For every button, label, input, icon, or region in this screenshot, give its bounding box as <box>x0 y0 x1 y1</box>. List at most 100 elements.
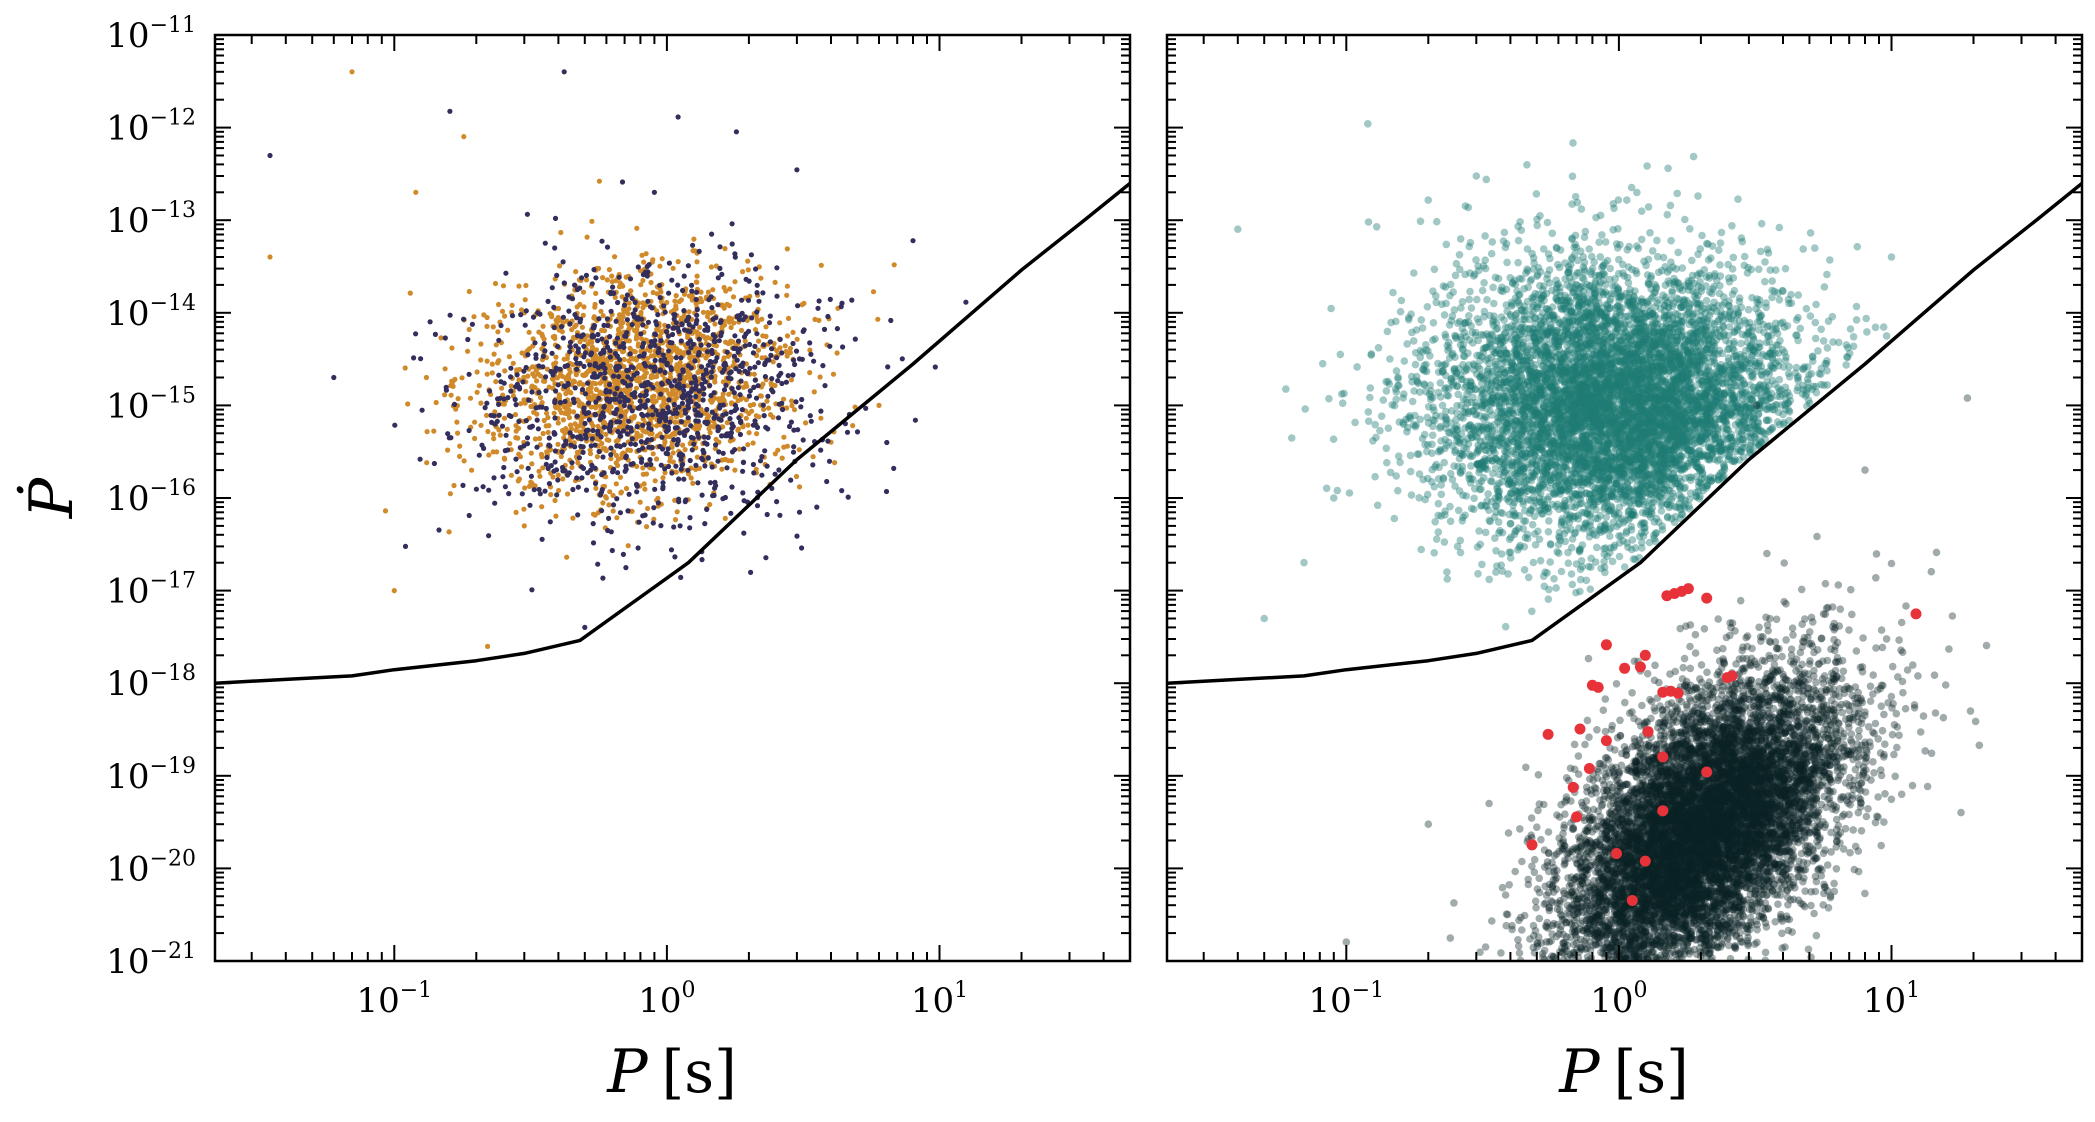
data-point <box>661 303 667 309</box>
data-point <box>590 423 596 429</box>
data-point <box>569 327 575 333</box>
data-point <box>688 475 694 481</box>
data-point <box>489 370 495 376</box>
data-point <box>692 407 698 413</box>
data-point <box>560 314 567 320</box>
y-tick-label: 10−20 <box>106 846 196 889</box>
data-point <box>608 529 614 535</box>
data-point <box>648 437 655 443</box>
data-point <box>759 454 765 460</box>
data-point <box>539 454 545 460</box>
data-point <box>719 433 725 439</box>
data-point <box>446 529 452 535</box>
data-point <box>472 419 478 425</box>
data-point <box>691 441 697 447</box>
data-point <box>596 316 602 322</box>
data-point <box>543 405 549 412</box>
data-point <box>779 350 785 356</box>
data-point <box>749 315 755 321</box>
data-point <box>710 364 716 370</box>
data-point <box>687 525 693 531</box>
data-point <box>419 407 425 413</box>
data-point <box>553 317 559 323</box>
data-point <box>579 324 586 330</box>
data-point <box>618 391 624 397</box>
data-point <box>750 350 757 356</box>
data-point <box>673 463 679 469</box>
data-point <box>672 554 678 560</box>
data-point <box>789 403 795 409</box>
data-point <box>725 353 731 359</box>
data-point <box>709 350 715 356</box>
data-point <box>791 407 798 413</box>
data-point <box>490 431 496 437</box>
data-point <box>552 215 559 221</box>
data-point <box>642 404 649 410</box>
data-point <box>561 356 567 362</box>
data-point <box>607 489 613 495</box>
data-point <box>547 519 553 525</box>
data-point <box>1408 397 1417 406</box>
data-point <box>649 373 655 379</box>
data-point <box>1572 243 1581 252</box>
data-point <box>794 533 800 539</box>
data-point <box>607 348 613 354</box>
data-point <box>658 338 664 344</box>
data-point <box>570 396 577 402</box>
data-point <box>721 284 727 291</box>
data-point <box>459 375 465 381</box>
data-point <box>405 401 411 407</box>
data-point <box>606 515 612 522</box>
data-point <box>765 426 771 432</box>
data-point <box>572 282 578 288</box>
data-point <box>1853 242 1862 251</box>
data-point <box>712 339 718 345</box>
data-point <box>610 492 616 499</box>
data-point <box>635 433 642 439</box>
data-point <box>642 486 648 492</box>
data-point <box>686 309 692 315</box>
data-point <box>658 357 664 363</box>
data-point <box>657 282 663 288</box>
data-point <box>740 269 746 275</box>
data-point <box>715 275 721 281</box>
data-point <box>755 318 761 325</box>
data-point <box>675 436 681 443</box>
data-point <box>663 410 669 416</box>
data-point <box>1667 236 1675 245</box>
data-point <box>830 371 837 377</box>
data-point <box>623 408 629 415</box>
data-point <box>665 446 671 452</box>
data-point <box>1585 245 1593 253</box>
data-point <box>508 472 514 478</box>
left-series-2 <box>267 69 969 631</box>
data-point <box>575 349 581 355</box>
data-point <box>758 275 764 281</box>
data-point <box>516 283 522 289</box>
y-tick-label: 10−12 <box>106 106 196 149</box>
data-point <box>816 317 822 323</box>
data-point <box>634 326 640 332</box>
data-point <box>492 421 498 427</box>
data-point <box>524 441 531 447</box>
data-point <box>617 399 623 405</box>
data-point <box>760 290 766 296</box>
data-point <box>489 361 495 367</box>
data-point <box>774 348 780 354</box>
data-point <box>628 428 634 434</box>
data-point <box>694 273 700 279</box>
data-point <box>588 352 594 358</box>
data-point <box>613 340 619 346</box>
data-point <box>474 389 480 395</box>
data-point <box>555 305 562 312</box>
data-point <box>592 301 598 307</box>
x-tick-label: 101 <box>911 978 968 1021</box>
data-point <box>688 423 694 429</box>
data-point <box>545 298 551 304</box>
data-point <box>620 341 627 347</box>
data-point <box>676 381 682 387</box>
data-point <box>1574 410 1583 418</box>
data-point <box>702 521 708 527</box>
data-point <box>719 457 725 463</box>
data-point <box>605 322 611 329</box>
